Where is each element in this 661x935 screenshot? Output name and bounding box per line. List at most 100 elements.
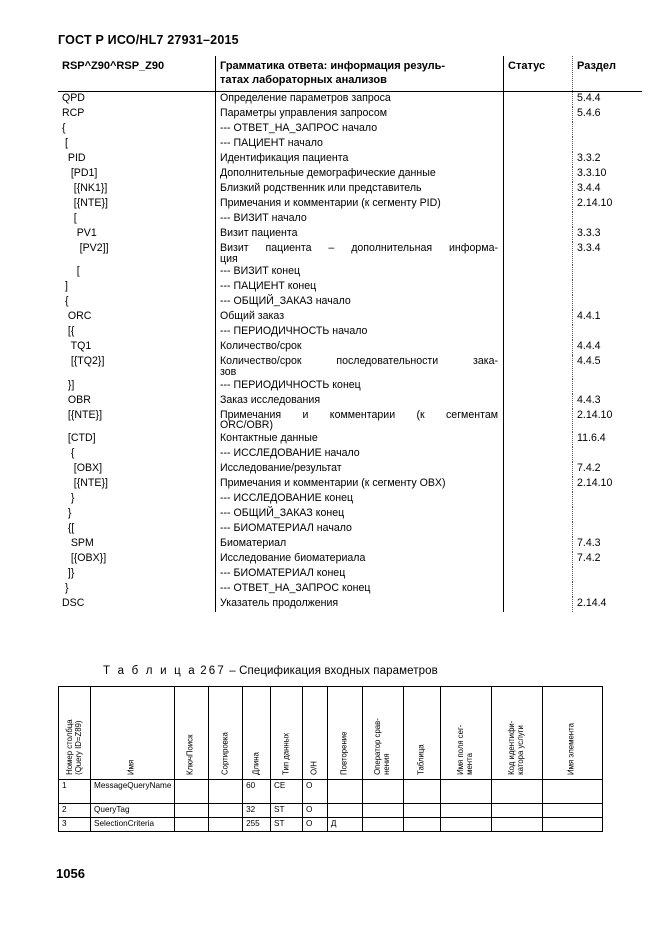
grammar-description-line: Общий заказ	[220, 310, 285, 323]
grammar-row: OBR Заказ исследования 4.4.3	[58, 393, 642, 409]
spec-cell-len: 60	[242, 779, 271, 804]
grammar-cell-segment: }	[62, 506, 72, 519]
grammar-cell-description: Исследование/результат	[215, 461, 504, 477]
caption-prefix: Т а б л и ц а	[103, 665, 197, 677]
grammar-cell-status	[503, 431, 573, 447]
grammar-cell-status	[503, 506, 573, 522]
spec-header-label: Имя поля сег- мента	[455, 724, 474, 775]
grammar-cell-section: 7.4.3	[572, 536, 642, 552]
grammar-description-line: --- ПАЦИЕНТ начало	[220, 137, 323, 150]
spec-cell-key	[173, 803, 209, 818]
grammar-row: RCP Параметры управления запросом 5.4.6	[58, 107, 642, 123]
grammar-cell-description: Визит пациента	[215, 227, 504, 243]
grammar-row: } --- ОБЩИЙ_ЗАКАЗ конец	[58, 506, 642, 522]
grammar-cell-description: --- ОТВЕТ_НА_ЗАПРОС конец	[215, 581, 504, 597]
spec-table: Номер столбца (Query ID=Z89) Имя КлючПоиск…	[57, 686, 604, 832]
grammar-description-line: --- ВИЗИТ конец	[220, 265, 301, 278]
spec-cell-rep	[326, 779, 364, 804]
grammar-cell-section	[572, 212, 642, 228]
grammar-description-continuation: ORC/OBR)	[220, 419, 273, 432]
grammar-cell-status	[503, 408, 573, 432]
spec-cell-num: 2	[57, 803, 92, 818]
grammar-description-line: --- ОТВЕТ_НА_ЗАПРОС начало	[220, 122, 378, 135]
grammar-cell-status	[503, 355, 573, 379]
grammar-cell-section: 3.3.3	[572, 227, 642, 243]
grammar-description-line: --- ПЕРИОДИЧНОСТЬ конец	[220, 378, 361, 391]
grammar-row: [--- ВИЗИТ конец	[58, 265, 642, 281]
grammar-description-line: --- БИОМАТЕРИАЛ конец	[220, 566, 346, 579]
spec-header-cell: Имя элемента	[541, 686, 604, 780]
spec-header-label: О/Н	[309, 761, 319, 775]
grammar-cell-status	[503, 242, 573, 266]
grammar-cell-status	[503, 325, 573, 341]
grammar-cell-segment: ]}	[62, 566, 75, 579]
grammar-cell-status	[503, 446, 573, 462]
spec-cell-field	[439, 803, 493, 818]
grammar-cell-status	[503, 491, 573, 507]
grammar-description-line: --- ОТВЕТ_НА_ЗАПРОС конец	[220, 581, 371, 594]
grammar-cell-description: Количество/срок последовательности зака-…	[215, 355, 504, 379]
grammar-description-line: Контактные данные	[220, 431, 318, 444]
grammar-description-line: --- ПЕРИОДИЧНОСТЬ начало	[220, 325, 368, 338]
grammar-row: [CTD] Контактные данные 11.6.4	[58, 431, 642, 447]
grammar-cell-section: 7.4.2	[572, 551, 642, 567]
grammar-row: ] --- ПАЦИЕНТ конец	[58, 280, 642, 296]
grammar-cell-section	[572, 521, 642, 537]
spec-cell-on: O	[302, 817, 328, 832]
grammar-row: [PV2]] Визит пациента – дополнительная ин…	[58, 242, 642, 266]
grammar-row: SPM Биоматериал 7.4.3	[58, 536, 642, 552]
grammar-cell-status	[503, 378, 573, 394]
grammar-cell-description: --- ИССЛЕДОВАНИЕ конец	[215, 491, 504, 507]
spec-cell-key	[173, 817, 209, 832]
spec-cell-name: QueryTag	[90, 803, 175, 818]
spec-cell-sort	[207, 803, 244, 818]
grammar-cell-segment: [{OBX}]	[62, 551, 107, 564]
grammar-cell-status	[503, 265, 573, 281]
grammar-cell-segment: [{	[62, 325, 75, 338]
grammar-description-line: Определение параметров запроса	[220, 92, 391, 105]
spec-cell-type: ST	[269, 803, 304, 818]
spec-header-cell: Оператор срав- нения	[361, 686, 405, 780]
grammar-cell-segment: RCP	[62, 107, 85, 120]
grammar-cell-description: --- БИОМАТЕРИАЛ начало	[215, 521, 504, 537]
spec-cell-num: 3	[57, 817, 92, 832]
spec-table-caption: Т а б л и ц а 267 – Спецификация входных…	[103, 665, 438, 677]
grammar-row: [{NTE}] Примечания и комментарии (к сегме…	[58, 408, 642, 432]
grammar-cell-section	[572, 566, 642, 582]
grammar-row: }] --- ПЕРИОДИЧНОСТЬ конец	[58, 378, 642, 394]
spec-cell-field	[439, 817, 493, 832]
grammar-cell-segment: [{NTE}]	[62, 197, 108, 210]
grammar-cell-description: Биоматериал	[215, 536, 504, 552]
spec-header-row: Номер столбца (Query ID=Z89) Имя КлючПоиск…	[57, 686, 604, 780]
grammar-cell-section	[572, 137, 642, 153]
grammar-cell-description: Определение параметров запроса	[215, 91, 504, 108]
grammar-cell-status	[503, 461, 573, 477]
spec-header-label: Имя элемента	[566, 723, 576, 775]
grammar-cell-section: 7.4.2	[572, 461, 642, 477]
grammar-description-line: Количество/срок последовательности зака-	[220, 355, 498, 368]
grammar-row: PID Идентификация пациента 3.3.2	[58, 152, 642, 168]
grammar-cell-status	[503, 551, 573, 567]
grammar-description-line: Визит пациента	[220, 227, 298, 240]
grammar-cell-description: Примечания и комментарии (к сегментам ORC…	[215, 408, 504, 432]
spec-header-cell: Повторение	[326, 686, 364, 780]
spec-header-cell: Имя поля сег- мента	[439, 686, 493, 780]
grammar-cell-segment: TQ1	[62, 340, 92, 353]
grammar-description-continuation: зов	[220, 365, 237, 378]
grammar-description-continuation: ция	[220, 252, 238, 265]
grammar-cell-segment: OBR	[62, 393, 91, 406]
grammar-cell-segment: SPM	[62, 536, 94, 549]
grammar-row: [OBX] Исследование/результат 7.4.2	[58, 461, 642, 477]
spec-header-cell: Тип данных	[269, 686, 304, 780]
spec-cell-tab	[403, 803, 441, 818]
spec-cell-key	[173, 779, 209, 804]
grammar-row: [--- ВИЗИТ начало	[58, 212, 642, 228]
grammar-description-line: Количество/срок	[220, 340, 302, 353]
grammar-cell-section: 11.6.4	[572, 431, 642, 447]
grammar-cell-status	[503, 167, 573, 183]
grammar-row: QPD Определение параметров запроса 5.4.4	[58, 91, 642, 108]
grammar-cell-description: Указатель продолжения	[215, 596, 504, 612]
grammar-cell-segment: PV1	[62, 227, 97, 240]
grammar-cell-status	[503, 596, 573, 612]
spec-cell-len: 32	[242, 803, 271, 818]
